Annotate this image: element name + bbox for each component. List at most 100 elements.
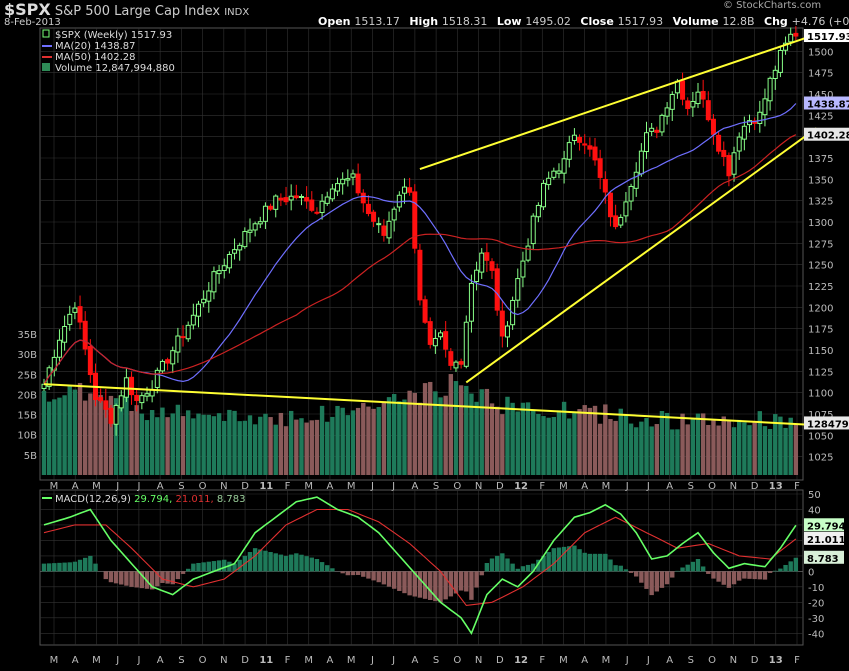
candle-body bbox=[571, 134, 577, 142]
macd-hist-bar bbox=[170, 571, 175, 585]
macd-hist-bar bbox=[597, 553, 603, 572]
candle-body bbox=[566, 142, 572, 160]
volume-bar bbox=[155, 417, 160, 475]
ma50-value-box-bg bbox=[804, 127, 849, 141]
volume-bar bbox=[531, 409, 536, 475]
x-tick-label: J bbox=[370, 481, 374, 492]
chart-title: $SPX S&P 500 Large Cap Index INDX bbox=[4, 0, 249, 19]
candle-body bbox=[242, 231, 248, 248]
volume-bar bbox=[515, 411, 520, 475]
hist-legend-value: 8.783 bbox=[217, 494, 246, 505]
macd-hist-bar bbox=[644, 571, 649, 589]
candle-body bbox=[345, 178, 351, 181]
macd-hist-bar bbox=[500, 553, 505, 572]
price-tick-label: 1425 bbox=[808, 111, 833, 122]
macd-hist-bar bbox=[752, 571, 757, 580]
candle-body bbox=[365, 203, 371, 215]
x-tick-label: O bbox=[708, 655, 716, 666]
candle-body bbox=[747, 120, 753, 126]
volume-bar bbox=[417, 402, 423, 475]
candle-body bbox=[463, 321, 469, 367]
candle-body bbox=[468, 282, 474, 322]
volume-value-box: 12847994 bbox=[804, 416, 849, 430]
legend-item: $SPX (Weekly) 1517.93 bbox=[55, 30, 172, 41]
price-tick-label: 1475 bbox=[808, 69, 833, 80]
volume-bar bbox=[711, 420, 716, 475]
volume-bar bbox=[237, 421, 242, 475]
price-tick-label: 1300 bbox=[808, 218, 833, 229]
candle-body bbox=[736, 136, 742, 152]
candle-body bbox=[293, 195, 299, 199]
volume-bar bbox=[793, 423, 799, 475]
x-tick-label: O bbox=[453, 655, 461, 666]
volume-tick-label: 5B bbox=[24, 451, 37, 462]
volume-bar bbox=[479, 389, 484, 475]
candle-body bbox=[633, 171, 639, 189]
candle-body bbox=[690, 100, 696, 108]
candle-body bbox=[360, 192, 366, 204]
x-tick-label: 13 bbox=[769, 655, 783, 666]
candle-body bbox=[381, 225, 387, 236]
volume-bar bbox=[119, 397, 124, 475]
volume-bar bbox=[577, 409, 582, 475]
volume-bar bbox=[206, 414, 211, 475]
ma20-value-box: 1438.87 bbox=[804, 96, 849, 110]
volume-bar bbox=[422, 383, 428, 475]
x-tick-label: 11 bbox=[259, 481, 273, 492]
volume-bar bbox=[325, 421, 330, 475]
macd-hist-bar bbox=[592, 553, 598, 572]
volume-bar bbox=[474, 401, 479, 475]
macd-hist-bar bbox=[402, 571, 407, 594]
candle-body bbox=[484, 252, 490, 261]
volume-bar bbox=[232, 410, 237, 475]
volume-value-box-bg bbox=[804, 416, 849, 430]
macd-hist-bar bbox=[247, 552, 253, 572]
volume-bar bbox=[618, 408, 623, 475]
candle-body bbox=[443, 331, 449, 350]
candle-body bbox=[623, 201, 629, 217]
volume-bar bbox=[46, 401, 52, 475]
macd-tick-label: 0 bbox=[808, 567, 814, 578]
x-tick-label: J bbox=[370, 655, 374, 666]
ohlc-value-high: 1518.31 bbox=[441, 15, 491, 28]
macd-hist-bar bbox=[252, 548, 258, 572]
volume-bar bbox=[752, 421, 757, 475]
x-tick-label: 12 bbox=[514, 481, 528, 492]
candle-body bbox=[530, 215, 536, 245]
volume-bar bbox=[103, 401, 108, 475]
volume-bar bbox=[227, 409, 232, 475]
candle-body bbox=[499, 310, 505, 337]
x-tick-label: A bbox=[411, 481, 418, 492]
volume-bar bbox=[443, 395, 448, 475]
macd-hist-bar bbox=[721, 571, 726, 585]
macd-value-box-text: 29.794 bbox=[807, 521, 846, 532]
volume-bar bbox=[644, 418, 649, 475]
price-tick-label: 1500 bbox=[808, 47, 833, 58]
x-tick-label: D bbox=[241, 655, 249, 666]
macd-hist-bar bbox=[428, 571, 433, 600]
ma50-line bbox=[43, 134, 797, 385]
x-tick-label: N bbox=[220, 481, 227, 492]
volume-bar bbox=[309, 420, 314, 475]
candle-body bbox=[134, 394, 140, 401]
candle-body bbox=[432, 338, 438, 347]
x-tick-label: M bbox=[347, 481, 356, 492]
x-tick-label: M bbox=[50, 481, 59, 492]
macd-hist-bar bbox=[623, 569, 629, 572]
volume-bar bbox=[185, 410, 191, 475]
volume-bar bbox=[366, 406, 371, 475]
last-price-box-text: 1517.93 bbox=[807, 32, 849, 43]
ma20-value-box-text: 1438.87 bbox=[807, 99, 849, 110]
candle-body bbox=[721, 149, 727, 158]
volume-bar bbox=[407, 390, 412, 475]
macd-hist-bar bbox=[659, 571, 665, 588]
x-tick-label: A bbox=[666, 481, 673, 492]
candle-body bbox=[417, 249, 423, 301]
volume-bar bbox=[561, 401, 567, 475]
x-tick-label: N bbox=[730, 655, 737, 666]
volume-tick-label: 10B bbox=[17, 431, 37, 442]
volume-bar bbox=[62, 395, 67, 475]
volume-bar bbox=[438, 397, 443, 475]
x-tick-label: N bbox=[730, 481, 737, 492]
ohlc-value-chg: +4.76 (+0.31%) bbox=[791, 15, 849, 28]
